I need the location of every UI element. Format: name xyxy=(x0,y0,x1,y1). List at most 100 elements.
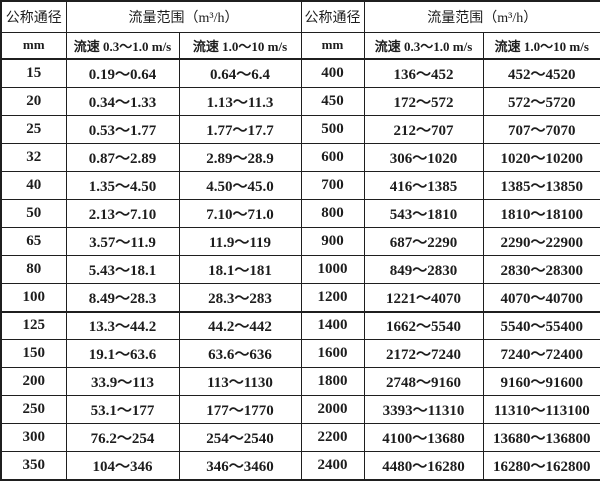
diameter-cell-right: 1000 xyxy=(300,254,365,285)
diameter-cell-right: 400 xyxy=(300,58,365,88)
flow-low-cell-right: 4100～13680 xyxy=(363,423,484,453)
flow-low-cell-right: 849～2830 xyxy=(363,254,484,285)
flow-high-cell-left: 18.1～181 xyxy=(178,254,302,285)
flow-low-cell-right: 172～572 xyxy=(363,86,484,116)
table-row: 80 5.43～18.1 18.1～181 1000 849～2830 2830～2830… xyxy=(0,254,600,285)
diameter-cell-left: 32 xyxy=(0,142,67,172)
flow-low-cell-left: 1.35～4.50 xyxy=(65,170,180,200)
flow-high-cell-right: 13680～136800 xyxy=(482,423,600,453)
header-row-units: mm 流速 0.3～1.0 m/s 流速 1.0～10 m/s mm 流速 0.… xyxy=(0,31,600,60)
flow-high-cell-right: 2290～22900 xyxy=(482,226,600,256)
flow-high-cell-right: 2830～28300 xyxy=(482,254,600,285)
diameter-cell-left: 15 xyxy=(0,58,67,88)
diameter-cell-left: 100 xyxy=(0,282,67,313)
header-high-speed-left: 流速 1.0～10 m/s xyxy=(178,31,302,60)
flow-high-cell-left: 11.9～119 xyxy=(178,226,302,256)
flow-high-cell-left: 113～1130 xyxy=(178,367,302,397)
diameter-cell-right: 1800 xyxy=(300,367,365,397)
table-row: 200 33.9～113 113～1130 1800 2748～9160 9160～916… xyxy=(0,367,600,397)
flow-low-cell-right: 543～1810 xyxy=(363,198,484,228)
flow-low-cell-right: 1662～5540 xyxy=(363,311,484,341)
diameter-cell-left: 250 xyxy=(0,395,67,425)
flow-high-cell-right: 4070～40700 xyxy=(482,282,600,313)
flow-low-cell-left: 0.87～2.89 xyxy=(65,142,180,172)
flow-high-cell-right: 16280～162800 xyxy=(482,451,600,481)
flow-high-cell-right: 572～5720 xyxy=(482,86,600,116)
diameter-cell-right: 2000 xyxy=(300,395,365,425)
flow-low-cell-left: 3.57～11.9 xyxy=(65,226,180,256)
flow-high-cell-left: 0.64～6.4 xyxy=(178,58,302,88)
flow-high-cell-right: 452～4520 xyxy=(482,58,600,88)
diameter-cell-right: 2400 xyxy=(300,451,365,481)
diameter-cell-left: 350 xyxy=(0,451,67,481)
flow-low-cell-right: 1221～4070 xyxy=(363,282,484,313)
flow-high-cell-left: 4.50～45.0 xyxy=(178,170,302,200)
flow-low-cell-left: 0.53～1.77 xyxy=(65,114,180,144)
table-body: 15 0.19～0.64 0.64～6.4 400 136～452 452～4520 20 0… xyxy=(0,58,600,481)
header-row-group: 公称通径 流量范围（m³/h） 公称通径 流量范围（m³/h） xyxy=(0,0,600,33)
table-row: 65 3.57～11.9 11.9～119 900 687～2290 2290～22900 xyxy=(0,226,600,256)
table-row: 100 8.49～28.3 28.3～283 1200 1221～4070 4070～40… xyxy=(0,282,600,313)
table-row: 300 76.2～254 254～2540 2200 4100～13680 13680～1… xyxy=(0,423,600,453)
diameter-cell-right: 600 xyxy=(300,142,365,172)
flow-low-cell-left: 19.1～63.6 xyxy=(65,339,180,369)
flow-high-cell-right: 5540～55400 xyxy=(482,311,600,341)
flow-high-cell-left: 1.13～11.3 xyxy=(178,86,302,116)
header-flow-range-right: 流量范围（m³/h） xyxy=(363,0,600,33)
flow-low-cell-right: 3393～11310 xyxy=(363,395,484,425)
flow-low-cell-left: 0.19～0.64 xyxy=(65,58,180,88)
diameter-cell-left: 80 xyxy=(0,254,67,285)
flow-low-cell-right: 212～707 xyxy=(363,114,484,144)
diameter-cell-left: 50 xyxy=(0,198,67,228)
flow-low-cell-right: 136～452 xyxy=(363,58,484,88)
table-row: 125 13.3～44.2 44.2～442 1400 1662～5540 5540～55… xyxy=(0,311,600,341)
header-diameter-right: 公称通径 xyxy=(300,0,365,33)
diameter-cell-right: 800 xyxy=(300,198,365,228)
flow-low-cell-left: 33.9～113 xyxy=(65,367,180,397)
diameter-cell-right: 450 xyxy=(300,86,365,116)
table-row: 350 104～346 346～3460 2400 4480～16280 16280～16… xyxy=(0,451,600,481)
flow-high-cell-left: 177～1770 xyxy=(178,395,302,425)
flow-low-cell-right: 4480～16280 xyxy=(363,451,484,481)
flow-low-cell-left: 104～346 xyxy=(65,451,180,481)
header-flow-range-left: 流量范围（m³/h） xyxy=(65,0,302,33)
flow-high-cell-left: 44.2～442 xyxy=(178,311,302,341)
diameter-cell-left: 150 xyxy=(0,339,67,369)
flow-high-cell-right: 1385～13850 xyxy=(482,170,600,200)
diameter-cell-left: 300 xyxy=(0,423,67,453)
diameter-cell-left: 125 xyxy=(0,311,67,341)
diameter-cell-right: 1400 xyxy=(300,311,365,341)
flow-high-cell-right: 1810～18100 xyxy=(482,198,600,228)
flow-low-cell-left: 5.43～18.1 xyxy=(65,254,180,285)
diameter-cell-right: 1200 xyxy=(300,282,365,313)
flow-high-cell-right: 1020～10200 xyxy=(482,142,600,172)
flow-high-cell-left: 63.6～636 xyxy=(178,339,302,369)
flow-low-cell-left: 8.49～28.3 xyxy=(65,282,180,313)
diameter-cell-right: 700 xyxy=(300,170,365,200)
flow-low-cell-left: 76.2～254 xyxy=(65,423,180,453)
flow-high-cell-left: 1.77～17.7 xyxy=(178,114,302,144)
flow-high-cell-left: 346～3460 xyxy=(178,451,302,481)
table-row: 50 2.13～7.10 7.10～71.0 800 543～1810 1810～1810… xyxy=(0,198,600,228)
flow-low-cell-left: 2.13～7.10 xyxy=(65,198,180,228)
flow-low-cell-right: 306～1020 xyxy=(363,142,484,172)
flow-low-cell-right: 416～1385 xyxy=(363,170,484,200)
flow-low-cell-left: 0.34～1.33 xyxy=(65,86,180,116)
diameter-cell-right: 1600 xyxy=(300,339,365,369)
diameter-cell-left: 25 xyxy=(0,114,67,144)
diameter-cell-left: 20 xyxy=(0,86,67,116)
table-row: 40 1.35～4.50 4.50～45.0 700 416～1385 1385～1385… xyxy=(0,170,600,200)
flow-high-cell-right: 707～7070 xyxy=(482,114,600,144)
flow-high-cell-right: 9160～91600 xyxy=(482,367,600,397)
flow-low-cell-right: 2172～7240 xyxy=(363,339,484,369)
table-row: 25 0.53～1.77 1.77～17.7 500 212～707 707～7070 xyxy=(0,114,600,144)
flow-high-cell-left: 7.10～71.0 xyxy=(178,198,302,228)
header-low-speed-right: 流速 0.3～1.0 m/s xyxy=(363,31,484,60)
flow-high-cell-left: 254～2540 xyxy=(178,423,302,453)
flow-high-cell-left: 28.3～283 xyxy=(178,282,302,313)
header-diameter-left: 公称通径 xyxy=(0,0,67,33)
table-row: 250 53.1～177 177～1770 2000 3393～11310 11310～1… xyxy=(0,395,600,425)
diameter-cell-left: 200 xyxy=(0,367,67,397)
table-row: 20 0.34～1.33 1.13～11.3 450 172～572 572～5720 xyxy=(0,86,600,116)
